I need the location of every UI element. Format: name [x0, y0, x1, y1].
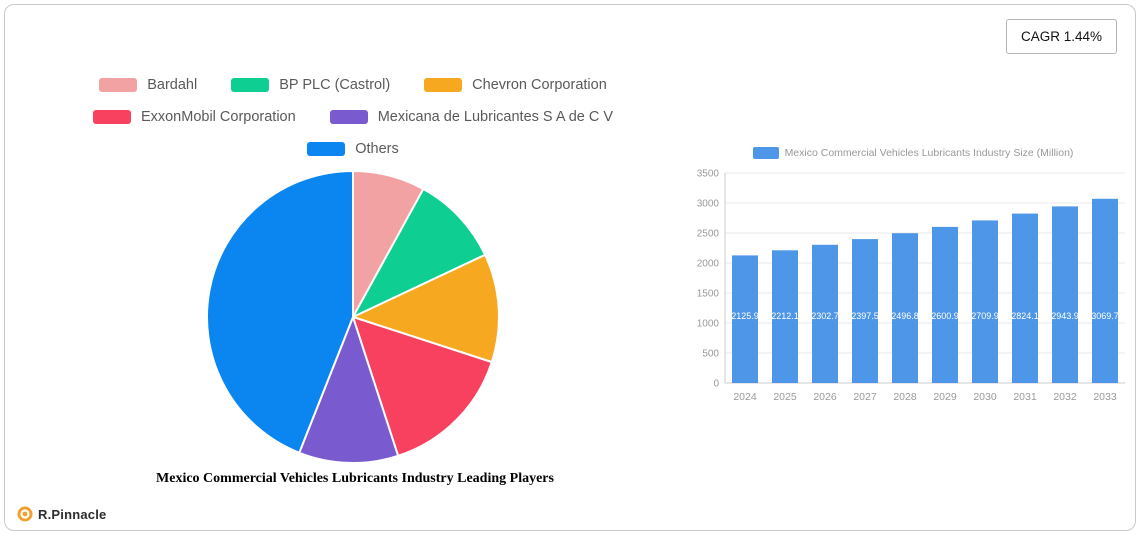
bar-value-label: 2943.9	[1051, 311, 1079, 321]
legend-swatch	[424, 78, 463, 92]
bar-value-label: 2212.1	[771, 311, 799, 321]
bar-2033	[1092, 198, 1118, 383]
y-axis-tick-label: 2000	[697, 259, 720, 270]
y-axis-tick-label: 2500	[697, 229, 720, 240]
y-axis-tick-label: 0	[713, 379, 719, 390]
legend-label: BP PLC (Castrol)	[279, 77, 391, 93]
legend-swatch	[329, 110, 368, 124]
bar-2030	[972, 220, 998, 383]
y-axis-tick-label: 500	[702, 349, 719, 360]
bar-2029	[932, 226, 958, 383]
bar-2031	[1012, 213, 1038, 383]
x-axis-tick-label: 2027	[853, 391, 877, 403]
pie-chart	[206, 170, 500, 464]
legend-item-bp-plc-castrol[interactable]: BP PLC (Castrol)	[231, 77, 390, 93]
rpinnacle-logo-icon	[17, 506, 33, 522]
bar-value-label: 2824.1	[1011, 311, 1039, 321]
bar-2027	[852, 239, 878, 383]
y-axis-tick-label: 3000	[697, 199, 720, 210]
y-axis-tick-label: 3500	[697, 169, 720, 180]
legend-label: ExxonMobil Corporation	[140, 109, 296, 125]
legend-swatch	[231, 78, 270, 92]
bar-value-label: 2709.9	[971, 311, 999, 321]
legend-label: Chevron Corporation	[472, 77, 607, 93]
bar-legend-item[interactable]: Mexico Commercial Vehicles Lubricants In…	[695, 147, 1131, 159]
legend-item-others[interactable]: Others	[307, 141, 399, 157]
pie-chart-title: Mexico Commercial Vehicles Lubricants In…	[156, 471, 554, 486]
x-axis-tick-label: 2024	[733, 391, 757, 403]
pie-slice-bp-plc-castrol	[352, 188, 487, 318]
x-axis-tick-label: 2028	[893, 391, 917, 403]
legend-label: Bardahl	[147, 77, 198, 93]
pie-slice-others	[206, 170, 354, 454]
bar-plot: 0 500 1000 1500 2000 2500 3000 3500 2125.9 2024 22…	[697, 169, 1125, 403]
pie-slice-chevron-corporation	[352, 253, 500, 364]
bar-2024	[732, 255, 758, 383]
x-axis-tick-label: 2030	[973, 391, 997, 403]
legend-swatch	[92, 110, 131, 124]
rpinnacle-logo: R.Pinnacle	[17, 506, 106, 522]
x-axis-tick-label: 2025	[773, 391, 797, 403]
legend-label: Others	[355, 141, 399, 157]
bar-value-label: 2600.9	[931, 311, 959, 321]
bar-value-label: 2302.7	[811, 311, 839, 321]
bar-value-label: 2125.9	[731, 311, 759, 321]
bar-value-label: 2397.5	[851, 311, 879, 321]
legend-item-chevron-corporation[interactable]: Chevron Corporation	[424, 77, 607, 93]
bar-chart: Mexico Commercial Vehicles Lubricants In…	[695, 147, 1131, 418]
legend-item-exxonmobil-corporation[interactable]: ExxonMobil Corporation	[92, 109, 296, 125]
legend-label: Mexicana de Lubricantes S A de C V	[377, 109, 614, 125]
bar-value-label: 2496.8	[891, 311, 919, 321]
bar-legend-label: Mexico Commercial Vehicles Lubricants In…	[784, 147, 1074, 159]
bar-2025	[772, 250, 798, 383]
x-axis-tick-label: 2031	[1013, 391, 1037, 403]
legend-item-bardahl[interactable]: Bardahl	[99, 77, 197, 93]
bar-2026	[812, 244, 838, 383]
y-axis-tick-label: 1000	[697, 319, 720, 330]
report-card: CAGR 1.44% Bardahl BP PLC (Castrol) Chevro…	[4, 4, 1136, 531]
y-axis-tick-label: 1500	[697, 289, 720, 300]
pie-legend: Bardahl BP PLC (Castrol) Chevron Corporati…	[33, 77, 673, 157]
legend-swatch	[307, 142, 346, 156]
bar-2028	[892, 233, 918, 383]
pie-slice-mexicana-de-lubricantes-s-a-de-c-v	[298, 316, 400, 464]
x-axis-tick-label: 2029	[933, 391, 957, 403]
rpinnacle-logo-text: R.Pinnacle	[38, 506, 107, 522]
x-axis-tick-label: 2026	[813, 391, 837, 403]
x-axis-tick-label: 2033	[1093, 391, 1117, 403]
legend-swatch	[99, 78, 138, 92]
bar-legend-swatch	[752, 147, 779, 159]
legend-item-mexicana-de-lubricantes-s-a-de-c-v[interactable]: Mexicana de Lubricantes S A de C V	[329, 109, 614, 125]
cagr-badge: CAGR 1.44%	[1005, 19, 1117, 54]
x-axis-tick-label: 2032	[1053, 391, 1077, 403]
bar-value-label: 3069.7	[1091, 311, 1119, 321]
bar-2032	[1052, 206, 1078, 383]
